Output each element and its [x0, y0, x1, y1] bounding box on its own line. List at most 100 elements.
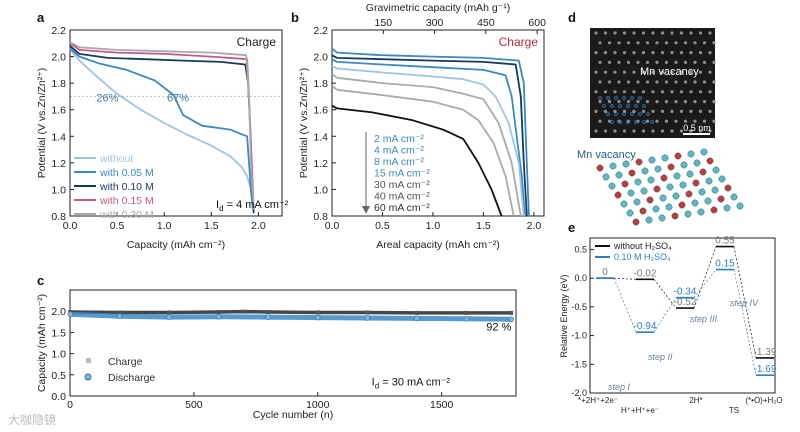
tem-atom: [664, 80, 669, 84]
tem-atom: [689, 51, 693, 55]
tem-highlight-atom: [630, 96, 634, 100]
tem-atom: [598, 119, 602, 123]
model-atom: [693, 159, 701, 167]
tem-highlight-atom: [614, 112, 618, 116]
tem-atom: [636, 80, 640, 84]
tem-atom: [679, 90, 684, 94]
tem-highlight-atom: [642, 104, 646, 108]
tem-atom: [670, 90, 674, 94]
model-atom: [666, 183, 674, 191]
tem-atom: [698, 70, 703, 74]
tem-atom: [645, 100, 650, 104]
tem-atom: [679, 109, 684, 113]
model-atom: [698, 188, 706, 196]
panel-b-ytick-label: 1.0: [313, 184, 328, 196]
panel-c-discharge-point: [166, 314, 172, 320]
panel-c-discharge-point: [265, 314, 272, 320]
model-mn-vacancy-label: Mn vacancy: [577, 149, 636, 161]
tem-atom: [603, 51, 608, 55]
panel-b-x2tick-label: 600: [528, 17, 546, 29]
panel-c-charge-point: [365, 310, 370, 315]
model-atom: [665, 203, 673, 211]
tem-atom: [698, 109, 703, 113]
tem-atom: [603, 31, 608, 35]
model-atom: [712, 166, 720, 174]
tem-atom: [683, 119, 688, 123]
panel-c-discharge-point: [215, 313, 222, 320]
panel-e-legend-label: 0.10 M H₂SO₄: [614, 252, 671, 262]
panel-e-level-label: -0.52: [674, 297, 697, 308]
tem-highlight-atom: [614, 96, 618, 100]
tem-atom: [626, 41, 631, 45]
tem-atom: [708, 109, 712, 113]
tem-atom: [683, 60, 688, 64]
panel-c-charge-point: [464, 310, 469, 315]
tem-atom: [594, 31, 598, 35]
tem-atom: [702, 80, 707, 84]
panel-e-step-label: step I: [608, 382, 631, 392]
panel-e-step-label: step II: [648, 352, 673, 362]
panel-c-legend-discharge-marker: [84, 373, 92, 381]
panel-a-series-line: [69, 42, 255, 210]
panel-b-xtick-label: 0.5: [375, 220, 390, 232]
tem-atom: [636, 100, 640, 104]
model-atom: [641, 167, 649, 175]
tem-atom: [702, 60, 707, 64]
model-atom: [736, 202, 744, 210]
tem-atom: [632, 129, 636, 133]
tem-atom: [594, 70, 598, 74]
panel-c-current-label: Id = 30 mA cm⁻²: [372, 376, 451, 390]
tem-atom: [655, 41, 659, 45]
tem-atom: [708, 70, 712, 74]
panel-a-xtick-label: 2.0: [251, 220, 266, 232]
tem-atom: [613, 70, 617, 74]
panel-c-xtick-label: 0: [67, 399, 73, 411]
panel-a-xlabel: Capacity (mAh cm⁻²): [127, 239, 225, 251]
tem-atom: [626, 100, 631, 104]
model-atom: [685, 190, 693, 198]
panel-e-ytick-label: -2.0: [571, 388, 587, 398]
tem-atom: [670, 31, 674, 35]
tem-atom: [651, 129, 655, 133]
panel-c-legend-charge-marker: [86, 358, 91, 363]
tem-atom: [607, 41, 612, 45]
tem-atom: [683, 41, 688, 45]
tem-highlight-atom: [618, 104, 622, 108]
tem-atom: [712, 60, 716, 64]
panel-e-step-label: step IV: [730, 298, 759, 308]
model-atom: [673, 172, 681, 180]
model-atom: [646, 196, 654, 204]
model-atom: [647, 176, 655, 184]
tem-atom: [712, 80, 716, 84]
tem-highlight-atom: [606, 96, 610, 100]
panel-letter-b: b: [291, 10, 299, 25]
panel-c-charge-point: [117, 310, 122, 315]
model-atom: [710, 206, 718, 214]
model-atom: [697, 208, 705, 216]
tem-atom: [674, 100, 678, 104]
panel-e-connector: [733, 269, 757, 376]
panel-b-ytick-label: 2.0: [313, 52, 328, 64]
tem-atom: [632, 70, 636, 74]
panel-c-legend: Charge Discharge: [84, 356, 155, 384]
panel-a-legend-label: without: [99, 153, 133, 165]
tem-atom: [693, 80, 697, 84]
tem-atom: [622, 70, 627, 74]
panel-a-ytick-label: 1.6: [51, 105, 66, 117]
tem-atom: [613, 109, 617, 113]
tem-atom: [655, 60, 659, 64]
panel-c-discharge-point: [116, 313, 123, 320]
tem-atom: [641, 129, 646, 133]
panel-b-x2tick-label: 450: [477, 17, 495, 29]
model-atom: [704, 197, 712, 205]
tem-atom: [598, 80, 602, 84]
model-atom: [705, 177, 713, 185]
tem-atom: [679, 70, 684, 74]
panel-c-legend-discharge-label: Discharge: [108, 372, 155, 384]
tem-atom: [693, 100, 697, 104]
tem-atom: [632, 51, 636, 55]
tem-highlight-atom: [650, 120, 654, 124]
panel-b-frame: [331, 29, 545, 217]
panel-b-x2tick-label: 150: [375, 17, 393, 29]
panel-c-frame: [69, 289, 517, 397]
